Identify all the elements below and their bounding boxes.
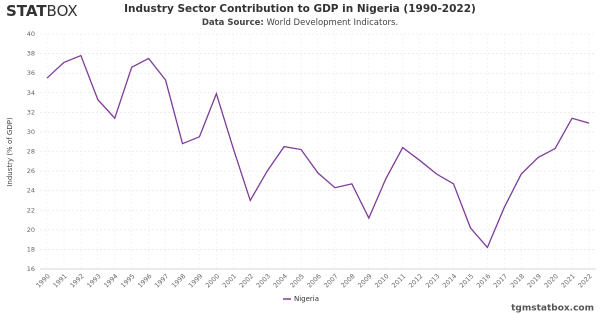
x-tick-label: 2021 (560, 272, 577, 289)
footer: tgmstatbox.com (511, 304, 594, 314)
y-tick-label: 20 (27, 226, 35, 234)
x-tick-label: 2004 (272, 272, 289, 289)
y-tick-label: 24 (27, 187, 35, 195)
x-tick-label: 1994 (102, 272, 119, 289)
x-tick-label: 2022 (576, 272, 593, 289)
x-tick-label: 2010 (373, 272, 390, 289)
y-tick-label: 38 (27, 50, 35, 58)
x-tick-label: 2001 (221, 272, 238, 289)
chart-subtitle: Data Source: World Development Indicator… (202, 18, 398, 28)
x-tick-label: 2015 (458, 272, 475, 289)
x-tick-label: 1996 (136, 272, 153, 289)
y-tick-label: 22 (27, 206, 35, 214)
subtitle-label: Data Source: (202, 18, 264, 28)
x-tick-label: 1992 (68, 272, 85, 289)
x-tick-label: 1990 (34, 272, 51, 289)
x-tick-label: 2007 (322, 272, 339, 289)
x-tick-label: 2006 (305, 272, 322, 289)
subtitle-text: World Development Indicators. (266, 18, 398, 28)
y-tick-label: 26 (27, 167, 35, 175)
y-tick-label: 30 (27, 128, 35, 136)
x-tick-label: 2003 (255, 272, 272, 289)
x-tick-label: 1993 (85, 272, 102, 289)
y-tick-label: 36 (27, 69, 35, 77)
x-tick-label: 2012 (407, 272, 424, 289)
x-tick-label: 1997 (153, 272, 170, 289)
x-tick-label: 2020 (543, 272, 560, 289)
x-tick-label: 2016 (475, 272, 492, 289)
y-tick-label: 32 (27, 108, 35, 116)
chart-title: Industry Sector Contribution to GDP in N… (124, 3, 476, 15)
x-tick-label: 2017 (492, 272, 509, 289)
x-tick-label: 2011 (390, 272, 407, 289)
y-tick-label: 16 (27, 265, 35, 273)
x-tick-label: 2005 (289, 272, 306, 289)
y-tick-label: 28 (27, 148, 35, 156)
x-tick-label: 2013 (424, 272, 441, 289)
x-tick-label: 2018 (509, 272, 526, 289)
logo: STATBOX (6, 2, 78, 20)
legend-label: Nigeria (294, 295, 319, 303)
x-tick-label: 1995 (119, 272, 136, 289)
logo-light: BOX (47, 2, 78, 20)
x-tick-label: 2000 (204, 272, 221, 289)
x-tick-label: 1999 (187, 272, 204, 289)
logo-bold: STAT (6, 2, 47, 20)
x-tick-label: 2019 (526, 272, 543, 289)
x-tick-label: 2008 (339, 272, 356, 289)
data-line (46, 54, 590, 249)
x-tick-label: 1998 (170, 272, 187, 289)
y-axis-label: Industry (% of GDP) (6, 117, 14, 187)
x-tick-label: 2014 (441, 272, 458, 289)
x-tick-label: 1991 (51, 272, 68, 289)
y-tick-label: 18 (27, 245, 35, 253)
x-tick-label: 2002 (238, 272, 255, 289)
y-tick-label: 40 (27, 30, 35, 38)
y-tick-label: 34 (27, 89, 35, 97)
x-tick-label: 2009 (356, 272, 373, 289)
